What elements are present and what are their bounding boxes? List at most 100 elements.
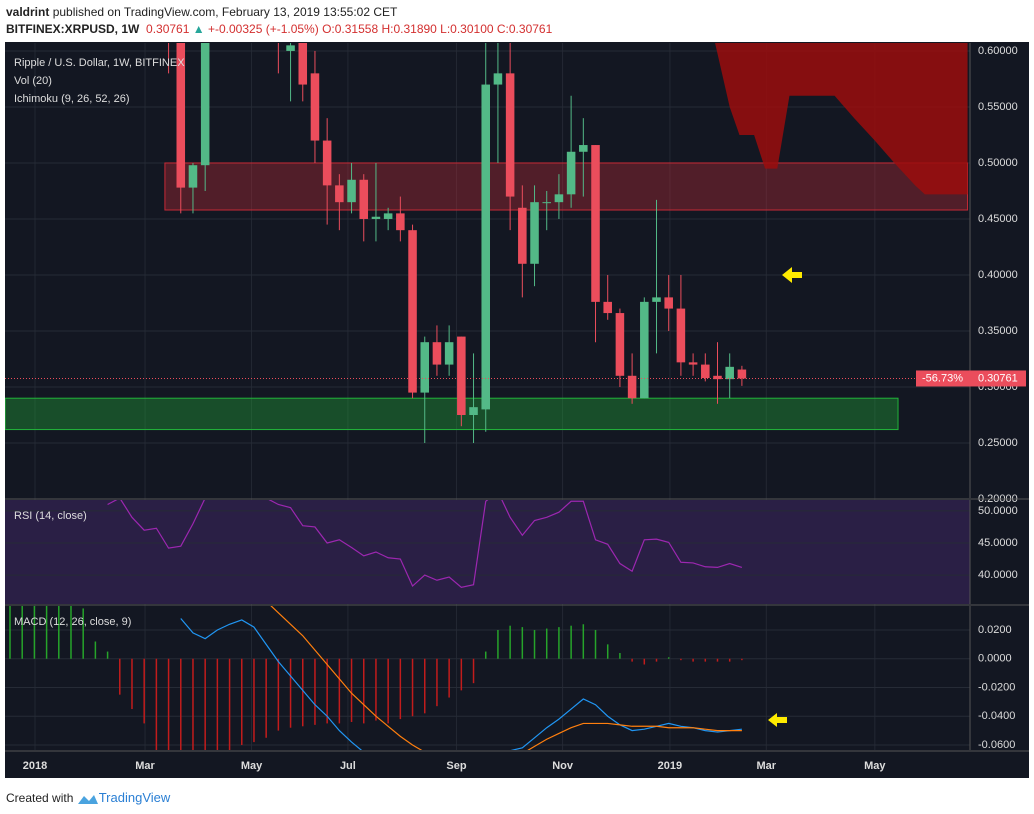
y-tick-label: 50.0000 [978,505,1018,517]
candle-body [640,301,649,399]
candle-body [627,375,637,399]
author: valdrint [6,5,50,19]
candle-body [579,145,588,152]
y-tick-label: 0.60000 [978,45,1018,57]
x-tick-label: May [241,760,263,772]
candle-body [322,140,332,186]
y-tick-label: -0.0400 [978,710,1015,722]
legend-entry: Vol (20) [14,75,52,87]
panel [5,606,970,750]
candle-body [505,73,515,197]
x-tick-label: Nov [552,760,574,772]
chart: 0.200000.250000.300000.350000.400000.450… [5,42,1029,778]
candle-body [530,202,539,264]
y-tick-label: -0.0600 [978,739,1015,751]
candle-body [713,375,722,380]
candle-body [420,342,430,393]
y-tick-label: 40.0000 [978,569,1018,581]
candle-body [591,145,600,302]
x-tick-label: Jul [340,760,356,772]
candle-body [359,179,369,219]
panel [5,500,970,604]
candle-body [457,336,466,415]
created: Created with [6,791,74,805]
footer: Created with TradingView [6,790,170,806]
ohlc: O:0.31558 H:0.31890 L:0.30100 C:0.30761 [322,22,553,36]
y-tick-label: 0.0200 [978,624,1012,636]
candle-body [518,207,527,264]
x-tick-label: 2018 [23,760,47,772]
candle-body [432,342,442,365]
candle-body [396,213,405,231]
x-tick-label: Sep [446,760,466,772]
macd-line [180,618,742,750]
candle-body [725,366,734,380]
candle-body [737,369,747,379]
candle-body [566,151,576,195]
zone [5,397,899,431]
rsi-band [5,500,970,604]
candle-body [664,297,673,309]
candle-body [286,45,295,51]
x-tick-label: May [864,760,886,772]
y-tick-label: 0.35000 [978,325,1018,337]
annotation-arrow [768,713,787,727]
symbol: BITFINEX:XRPUSD, 1W [6,22,140,36]
y-tick-label: 0.45000 [978,213,1018,225]
candle-body [688,362,698,365]
macd-line [270,606,742,750]
y-tick-label: 0.55000 [978,101,1018,113]
candle-body [176,43,186,188]
last-change: -56.73% [922,372,963,384]
candle-body [335,185,344,203]
y-tick-label: 0.40000 [978,269,1018,281]
x-tick-label: Mar [757,760,777,772]
panel-title: MACD (12, 26, close, 9) [14,616,131,628]
y-tick-label: -0.0200 [978,681,1015,693]
candle-body [188,165,198,188]
logo [77,794,98,804]
candle-body [371,216,381,219]
candle-body [603,301,612,314]
candle-body [481,84,491,410]
candle-body [701,364,710,379]
candle-body [200,43,210,166]
publish-line: valdrint published on TradingView.com, F… [6,5,397,19]
background [5,42,1029,778]
candle-body [493,73,503,85]
change: +-0.00325 (+-1.05%) [207,22,319,36]
last-price: 0.30761 [978,372,1018,384]
zone [164,162,969,211]
price: 0.30761 [146,22,190,36]
candle-body [298,43,308,85]
panel [5,43,970,444]
panel-title: Ripple / U.S. Dollar, 1W, BITFINEX [14,57,185,69]
candle-body [554,194,564,203]
x-tick-label: Mar [135,760,155,772]
arrow: ▲ [192,22,205,36]
y-tick-label: 0.25000 [978,437,1018,449]
ichimoku-cloud [715,43,968,195]
legend-entry: Ichimoku (9, 26, 52, 26) [14,93,130,105]
panel-title: RSI (14, close) [14,510,87,522]
candle-body [383,213,393,219]
candle-body [542,202,551,204]
candle-body [444,342,454,365]
y-tick-label: 45.0000 [978,537,1018,549]
candle-body [310,73,320,141]
symbol-line: BITFINEX:XRPUSD, 1W 0.30761 ▲ +-0.00325 … [6,22,552,36]
last-price-box [916,370,1026,387]
candle-body [652,297,661,302]
annotation-arrow [782,267,802,283]
brand[interactable]: TradingView [98,790,171,805]
x-tick-label: 2019 [658,760,682,772]
candle-body [408,230,417,393]
published: published on TradingView.com, February 1… [52,5,398,19]
candle-body [347,179,356,203]
candle-body [615,313,625,376]
candle-body [469,407,478,415]
candle-body [676,308,686,363]
y-tick-label: 0.50000 [978,157,1018,169]
rsi-line [107,500,743,588]
